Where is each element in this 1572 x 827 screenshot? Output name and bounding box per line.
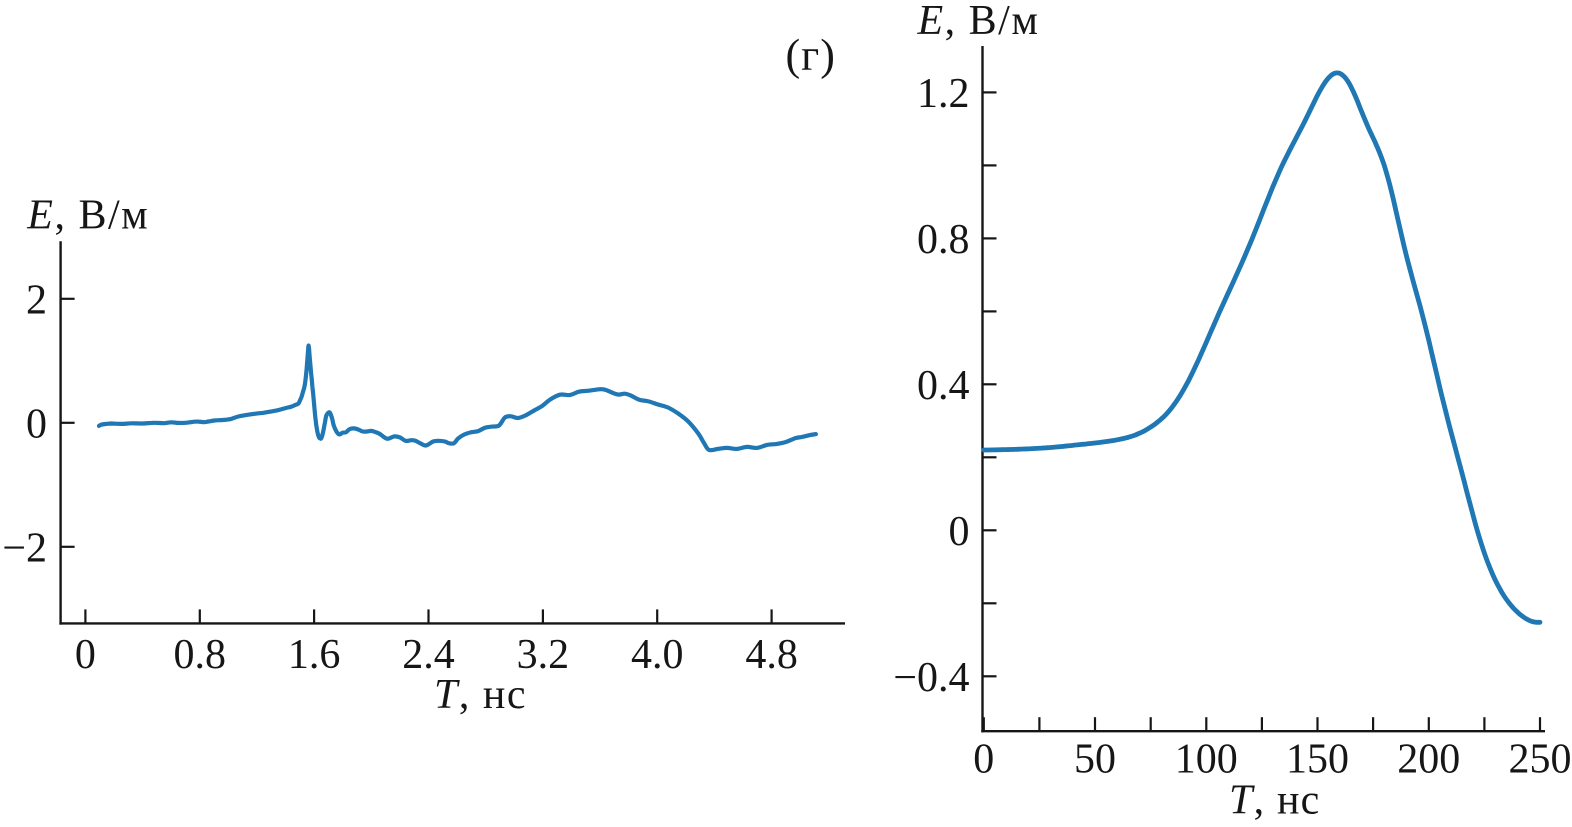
- svg-text:0: 0: [26, 401, 47, 447]
- svg-text:T, нс: T, нс: [1229, 777, 1320, 823]
- svg-text:1.2: 1.2: [917, 71, 970, 117]
- svg-text:T, нс: T, нс: [434, 672, 527, 718]
- svg-text:E, В/м: E, В/м: [917, 0, 1040, 44]
- svg-text:4.8: 4.8: [745, 632, 798, 678]
- svg-text:0.8: 0.8: [917, 217, 970, 263]
- svg-text:(г): (г): [786, 31, 836, 80]
- svg-text:0.8: 0.8: [174, 632, 227, 678]
- svg-text:100: 100: [1175, 737, 1238, 783]
- svg-text:2.4: 2.4: [402, 632, 455, 678]
- svg-text:200: 200: [1397, 737, 1460, 783]
- svg-text:0: 0: [949, 509, 970, 555]
- svg-text:E, В/м: E, В/м: [26, 192, 149, 238]
- svg-text:0: 0: [75, 632, 96, 678]
- svg-text:250: 250: [1509, 737, 1572, 783]
- svg-text:−2: −2: [2, 525, 47, 571]
- svg-text:0.4: 0.4: [917, 363, 970, 409]
- svg-text:3.2: 3.2: [517, 632, 570, 678]
- svg-text:1.6: 1.6: [288, 632, 341, 678]
- svg-text:−0.4: −0.4: [893, 655, 969, 701]
- svg-text:150: 150: [1286, 737, 1349, 783]
- svg-text:2: 2: [26, 277, 47, 323]
- svg-text:4.0: 4.0: [631, 632, 684, 678]
- svg-text:0: 0: [973, 737, 994, 783]
- svg-text:50: 50: [1074, 737, 1116, 783]
